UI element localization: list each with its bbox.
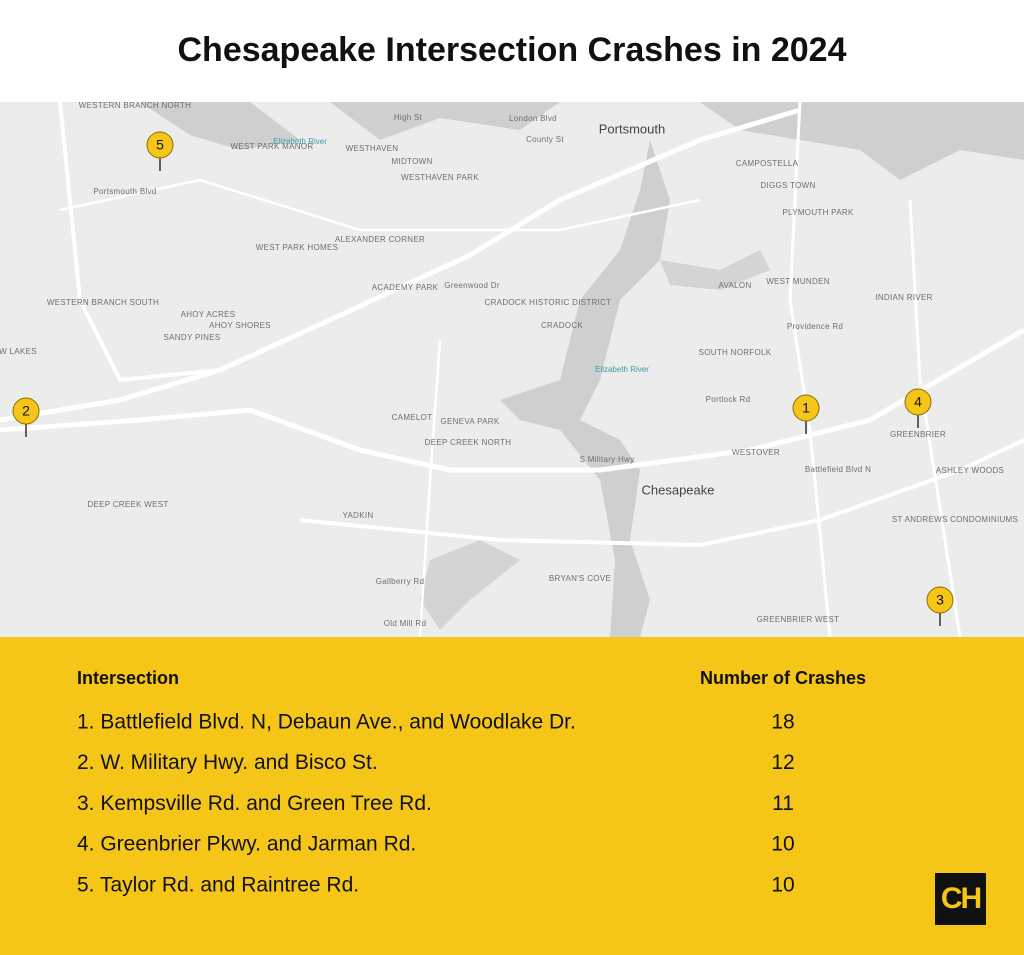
map-label: Elizabeth River [273, 137, 327, 146]
map-label: SANDY PINES [164, 333, 221, 342]
map-label: DIGGS TOWN [760, 181, 815, 190]
table-cell: 12 [771, 751, 794, 774]
map-label: ASHLEY WOODS [936, 466, 1004, 475]
table-header: Intersection [77, 668, 179, 688]
pin-label: 2 [22, 403, 30, 419]
map-label: County St [526, 135, 564, 144]
map-label: BRYAN'S COVE [549, 574, 611, 583]
pin [12, 397, 40, 425]
map-label: CAMELOT [392, 413, 433, 422]
map-label: ALEXANDER CORNER [335, 235, 425, 244]
water [500, 140, 670, 637]
table-cell: 10 [771, 833, 794, 856]
map-label: WEST PARK HOMES [256, 243, 338, 252]
map-label: DEEP CREEK WEST [87, 500, 168, 509]
map-label: Greenwood Dr [444, 281, 500, 290]
map-label: Portsmouth Blvd [93, 187, 156, 196]
water [140, 102, 1024, 180]
table-cell: 2. W. Military Hwy. and Bisco St. [77, 751, 378, 774]
pin-label: 1 [802, 400, 810, 416]
map-label: WESTERN BRANCH SOUTH [47, 298, 159, 307]
table-cell: 3. Kempsville Rd. and Green Tree Rd. [77, 792, 432, 815]
map-label: DEEP CREEK NORTH [425, 438, 512, 447]
pin-label: 5 [156, 137, 164, 153]
pin [904, 388, 932, 416]
map-label: WESTOVER [732, 448, 780, 457]
map-label: WESTERN BRANCH NORTH [79, 101, 192, 110]
map-label: Portsmouth [599, 121, 665, 136]
map-label: ACADEMY PARK [372, 283, 439, 292]
table-cell: 5. Taylor Rd. and Raintree Rd. [77, 873, 359, 896]
map-label: WESTHAVEN [346, 144, 399, 153]
pin [146, 131, 174, 159]
table-cell: 18 [771, 711, 794, 734]
map-label: Providence Rd [787, 322, 843, 331]
road [418, 339, 442, 638]
map-label: MIDTOWN [391, 157, 432, 166]
map-label: CRADOCK [541, 321, 583, 330]
road [59, 178, 701, 232]
map-background [0, 102, 1024, 637]
pin [792, 394, 820, 422]
map-label: Portlock Rd [706, 395, 751, 404]
map-label: WEST PARK MANOR [231, 142, 314, 151]
table-cell: 11 [772, 792, 794, 815]
pin-label: 3 [936, 592, 944, 608]
highway [0, 327, 1024, 473]
map-label: S Military Hwy [580, 455, 635, 464]
map-label: Gallberry Rd [376, 577, 425, 586]
title: Chesapeake Intersection Crashes in 2024 [178, 31, 847, 69]
map-label: High St [394, 113, 423, 122]
highway [0, 107, 801, 423]
logo: CH [941, 882, 981, 915]
road [908, 199, 962, 638]
table: Intersection Number of Crashes 1. Battlefi… [77, 668, 866, 897]
highway [299, 438, 1024, 548]
pin-label: 4 [914, 394, 922, 410]
table-panel [0, 637, 1024, 955]
map-label: SOUTH NORFOLK [699, 348, 772, 357]
map-label: CAMPOSTELLA [736, 159, 799, 168]
map-label: London Blvd [509, 114, 557, 123]
table-cell: 4. Greenbrier Pkwy. and Jarman Rd. [77, 833, 416, 856]
map-label: Old Mill Rd [384, 619, 426, 628]
pin [926, 586, 954, 614]
map-label: W LAKES [0, 347, 37, 356]
map-markers: 1 2 3 4 5 [12, 131, 954, 626]
map-label: AHOY SHORES [209, 321, 271, 330]
map: WESTERN BRANCH NORTH WEST PARK MANOR WESTH… [0, 101, 1024, 638]
road [788, 101, 832, 638]
highway [58, 101, 221, 383]
map-label: Chesapeake [642, 482, 715, 497]
map-label: PLYMOUTH PARK [782, 208, 854, 217]
map-labels: WESTERN BRANCH NORTH WEST PARK MANOR WESTH… [0, 101, 1018, 628]
logo-box [935, 873, 986, 925]
map-label: WEST MUNDEN [766, 277, 830, 286]
water [420, 250, 770, 630]
map-label: CRADOCK HISTORIC DISTRICT [485, 298, 612, 307]
map-label: AHOY ACRES [181, 310, 236, 319]
map-label: INDIAN RIVER [875, 293, 932, 302]
table-header: Number of Crashes [700, 668, 866, 688]
map-label: GENEVA PARK [440, 417, 499, 426]
table-cell: 10 [771, 873, 794, 896]
table-cell: 1. Battlefield Blvd. N, Debaun Ave., and… [77, 711, 576, 734]
map-label: WESTHAVEN PARK [401, 173, 479, 182]
map-label: Battlefield Blvd N [805, 465, 871, 474]
map-label: ST ANDREWS CONDOMINIUMS [892, 515, 1018, 524]
map-label: Elizabeth River [595, 365, 649, 374]
map-label: AVALON [718, 281, 751, 290]
map-label: GREENBRIER [890, 430, 946, 439]
map-label: GREENBRIER WEST [757, 615, 840, 624]
map-label: YADKIN [343, 511, 374, 520]
